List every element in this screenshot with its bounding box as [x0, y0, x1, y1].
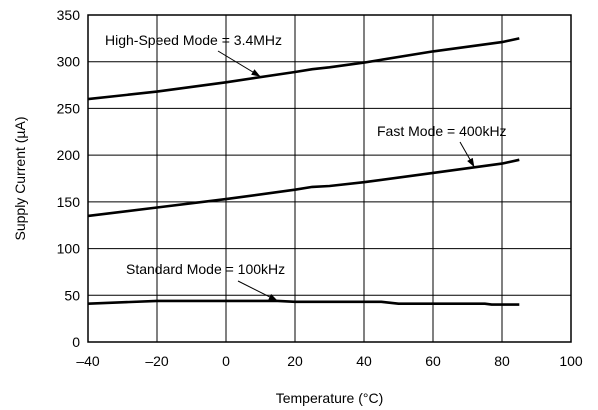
- y-tick-label: 50: [64, 287, 80, 303]
- annotation-arrowhead: [467, 157, 475, 168]
- x-tick-label: 40: [356, 353, 372, 369]
- y-tick-label: 250: [57, 100, 81, 116]
- y-tick-label: 150: [57, 194, 81, 210]
- x-axis-label: Temperature (°C): [276, 390, 384, 406]
- y-tick-label: 100: [57, 241, 81, 257]
- annotation-label: Standard Mode = 100kHz: [126, 261, 285, 277]
- annotations: High-Speed Mode = 3.4MHz Fast Mode = 400k…: [105, 32, 507, 302]
- y-tick-label: 200: [57, 147, 81, 163]
- series-line-0: [87, 37, 520, 101]
- x-tick-label: –40: [76, 353, 100, 369]
- grid: [87, 14, 572, 343]
- annotation-label: High-Speed Mode = 3.4MHz: [105, 32, 282, 48]
- y-tick-label: 300: [57, 54, 81, 70]
- y-axis-label: Supply Current (µA): [12, 117, 28, 241]
- x-tick-label: 80: [494, 353, 510, 369]
- x-tick-label: 0: [222, 353, 230, 369]
- y-tick-labels: 0 50 100 150 200 250 300 350: [57, 7, 81, 350]
- annotation-arrowhead: [251, 69, 261, 77]
- x-tick-label: –20: [145, 353, 169, 369]
- x-tick-label: 100: [559, 353, 583, 369]
- y-tick-label: 0: [72, 334, 80, 350]
- x-tick-label: 20: [287, 353, 303, 369]
- annotation-label: Fast Mode = 400kHz: [377, 123, 507, 139]
- annotation-arrowhead: [268, 294, 278, 301]
- y-tick-label: 350: [57, 7, 81, 23]
- plot-frame: [87, 14, 572, 343]
- series-lines: [87, 37, 520, 306]
- series-line-2: [87, 299, 520, 306]
- x-tick-labels: –40 –20 0 20 40 60 80 100: [76, 353, 583, 369]
- series-line-1: [87, 158, 520, 218]
- x-tick-label: 60: [425, 353, 441, 369]
